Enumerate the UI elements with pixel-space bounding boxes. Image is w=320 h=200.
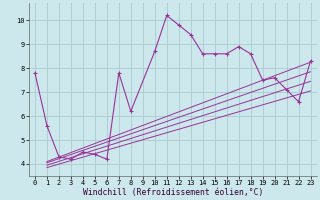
X-axis label: Windchill (Refroidissement éolien,°C): Windchill (Refroidissement éolien,°C) bbox=[83, 188, 263, 197]
